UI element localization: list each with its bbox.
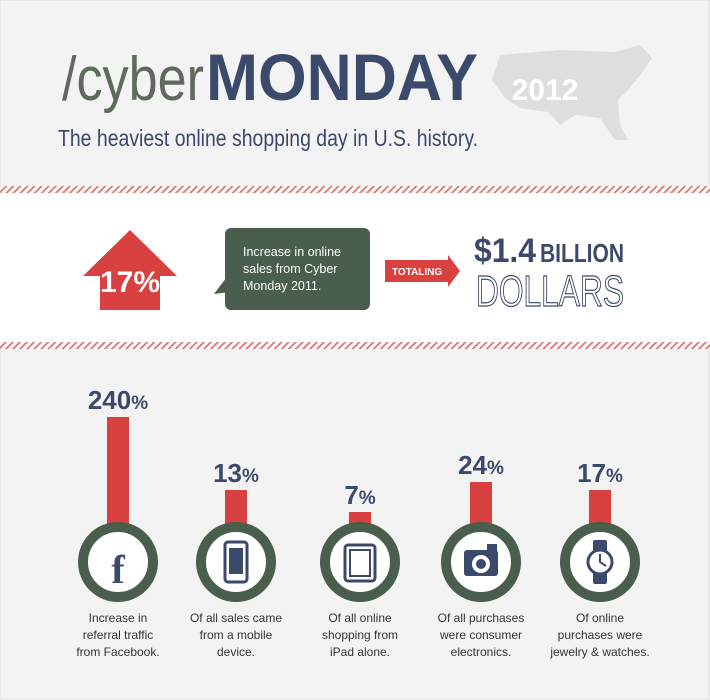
stat-value: 7% (344, 480, 375, 510)
stat-bar (589, 490, 611, 530)
stat-caption: device. (217, 645, 255, 659)
speech-box (225, 228, 370, 310)
stat-bar (225, 490, 247, 530)
stat-suffix: % (487, 458, 504, 479)
amount: $1.4 (474, 232, 536, 270)
stat-caption: Of all purchases (438, 611, 525, 625)
stat-value: 17% (577, 458, 623, 488)
stat-value: 24% (458, 450, 504, 480)
stat-number: 24 (458, 450, 487, 480)
year: 2012 (512, 74, 579, 107)
stat-caption: from a mobile (200, 628, 273, 642)
speech-tail (214, 278, 230, 294)
icon-phone-screen (229, 548, 243, 574)
icon-lens-inner (476, 559, 486, 569)
stat-caption: referral traffic (83, 628, 153, 642)
title: MONDAY (206, 40, 478, 114)
stat-number: 7 (344, 480, 358, 510)
us-map (492, 45, 652, 140)
increase: 17% (100, 266, 160, 299)
connector: TOTALING (392, 267, 442, 278)
stat-suffix: % (242, 466, 259, 487)
icon-tablet (343, 543, 377, 583)
stat-caption: Of all online (328, 611, 392, 625)
icon-watch-hands (599, 554, 607, 567)
stat-bar (107, 417, 129, 530)
icon-ring (78, 522, 158, 602)
subtitle: The heaviest online shopping day in U.S.… (58, 125, 478, 151)
stat-number: 13 (213, 458, 242, 488)
stat-suffix: % (359, 488, 376, 509)
icon-facebook: f (111, 547, 125, 592)
connector-arrow (385, 255, 460, 287)
stat-value: 13% (213, 458, 259, 488)
stat-caption: shopping from (322, 628, 398, 642)
icon-camera-top (487, 544, 497, 552)
amount-word: DOLLARS (476, 267, 624, 316)
divider (0, 342, 710, 349)
stat-caption: Of all sales came (190, 611, 282, 625)
stat-caption: Of online (576, 611, 624, 625)
stat-caption: jewelry & watches. (549, 645, 649, 659)
stat-value: 240% (88, 385, 148, 415)
icon-ring (320, 522, 400, 602)
amount-unit: BILLION (540, 238, 624, 268)
up-arrow (83, 230, 177, 310)
stat-caption: purchases were (558, 628, 643, 642)
description-line: sales from Cyber (243, 262, 337, 276)
icon-phone (223, 540, 249, 584)
stat-suffix: % (606, 466, 623, 487)
title-prefix: /cyber (62, 45, 204, 114)
stat-caption: Increase in (89, 611, 148, 625)
stat-bar (470, 482, 492, 530)
stat-suffix: % (131, 393, 148, 414)
description-line: Increase in online (243, 245, 341, 259)
icon-tablet-screen (349, 549, 371, 577)
stat-caption: iPad alone. (330, 645, 390, 659)
stat-number: 17 (577, 458, 606, 488)
description-line: Monday 2011. (243, 279, 321, 293)
stat-caption: from Facebook. (76, 645, 159, 659)
stat-caption: were consumer (439, 628, 522, 642)
stat-number: 240 (88, 385, 131, 415)
stat-caption: electronics. (451, 645, 512, 659)
divider (0, 186, 710, 193)
